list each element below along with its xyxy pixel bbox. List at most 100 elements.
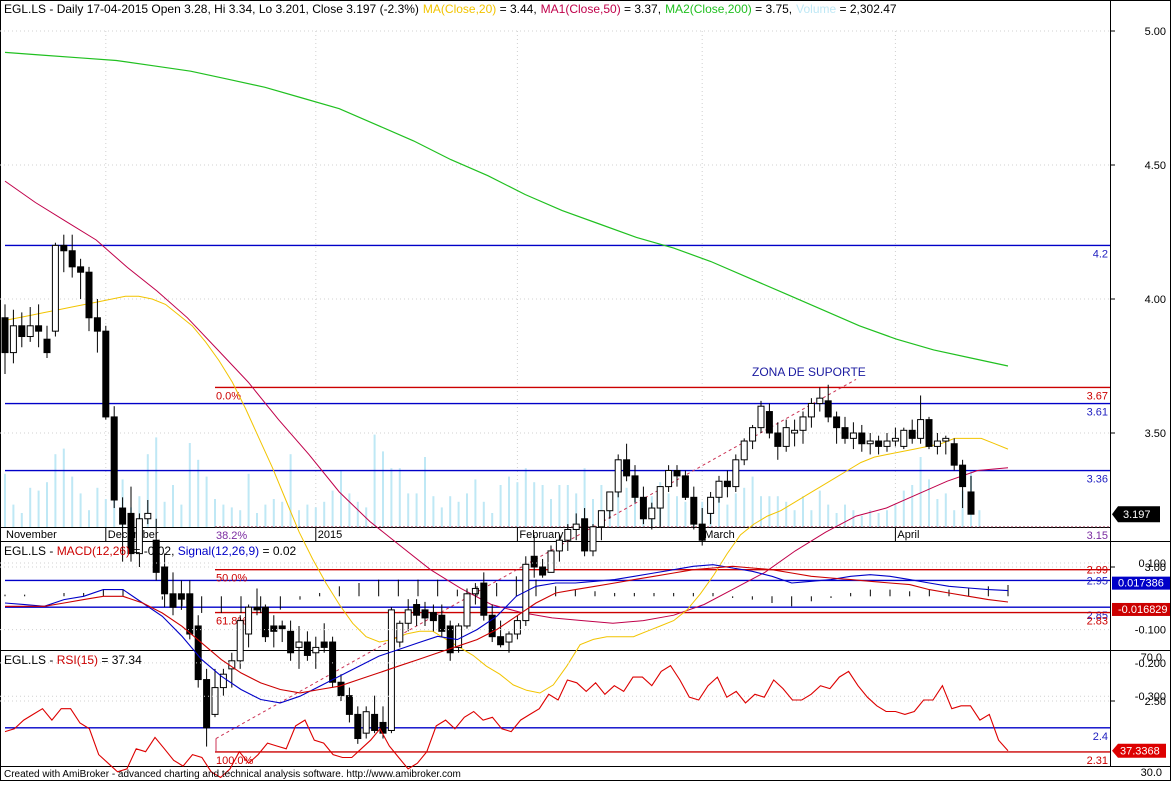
candle-body-down (413, 604, 421, 616)
candle-body-down (539, 566, 547, 576)
volume-bar (440, 507, 443, 527)
rsi-title: EGL.LS - RSI(15) = 37.34 (4, 653, 142, 667)
volume-bar (146, 454, 149, 527)
ma50-line (4, 180, 1009, 624)
candle-body-down (169, 593, 177, 608)
candle-body-up (471, 587, 479, 595)
volume-bar (172, 485, 174, 527)
candle-body-up (463, 593, 471, 627)
macd-line (4, 564, 1009, 704)
candle-body-up (51, 244, 59, 332)
candle-body-down (841, 427, 849, 439)
volume-bar (508, 476, 510, 527)
price-tick-label: 2.50 (1145, 696, 1166, 708)
volume-bar (264, 504, 267, 527)
candle-body-up (211, 687, 219, 715)
candle (236, 615, 244, 669)
candle-body-down (354, 713, 362, 740)
volume-bar (726, 504, 729, 527)
candle-body-down (68, 250, 76, 268)
volume-bar (886, 510, 888, 527)
volume-bar (877, 513, 880, 527)
candle (345, 687, 353, 723)
candle-body-down (623, 459, 631, 477)
price-tick-label: 5.00 (1145, 26, 1166, 38)
candle (942, 435, 950, 455)
candle-body-down (1, 317, 9, 354)
candle (967, 475, 975, 515)
signal-value-tag-bg (1112, 602, 1170, 616)
candle-body-up (807, 403, 815, 418)
candle (60, 234, 68, 273)
candle-body-down (581, 518, 589, 552)
candle (135, 513, 143, 567)
volume-bar (348, 493, 351, 527)
candle-body-down (329, 641, 337, 683)
volume-bar (20, 513, 23, 527)
rsi-value-tag: 37.3368 (1120, 746, 1160, 758)
macd-value-tag-bg (1112, 576, 1170, 590)
signal-value-tag: -0.016829 (1118, 604, 1168, 616)
rsi-title-rsi-label: RSI(15) (57, 653, 98, 667)
candle-body-down (833, 416, 841, 429)
candle-body-up (849, 432, 857, 439)
level-label-2.83: 2.83 (1087, 616, 1108, 628)
rsi-value-tag-bg (1112, 743, 1166, 758)
candle-body-down (875, 440, 883, 447)
title-prefix: EGL.LS - Daily 17-04-2015 Open 3.28, Hi … (4, 2, 419, 16)
candle (614, 454, 622, 498)
candle-body-up (816, 397, 824, 405)
level-label-2.4: 2.4 (1093, 731, 1108, 743)
candle (732, 454, 740, 492)
candle-body-down (858, 432, 866, 445)
candle (833, 411, 841, 444)
volume-bar (306, 504, 309, 527)
candle-body-up (236, 620, 244, 662)
candle (782, 419, 790, 452)
volume-bar (902, 490, 905, 527)
candle-body-down (345, 695, 353, 715)
volume-bar (12, 504, 15, 527)
candle-body-down (303, 641, 311, 656)
volume-bar (415, 493, 418, 527)
candle (93, 299, 101, 353)
candle-body-up (513, 620, 521, 635)
candle-body-down (908, 429, 916, 439)
volume-bar (155, 437, 158, 527)
candle (387, 607, 395, 734)
candle-body-up (656, 486, 664, 509)
candle-body-down (824, 400, 832, 418)
macd-tick-label: -0.300 (1135, 691, 1166, 703)
title-ma20-label: MA(Close,20) (423, 2, 496, 16)
candle-body-up (144, 512, 152, 520)
candle-body-down (93, 317, 101, 332)
candle-body-down (203, 679, 211, 729)
candle-body-up (135, 518, 143, 555)
candle-body-down (337, 681, 345, 697)
ma20-line (4, 295, 1009, 694)
level-label-2.99: 2.99 (1087, 565, 1108, 577)
candle-body-up (404, 609, 412, 624)
volume-bar (533, 482, 536, 527)
candle-body-down (421, 609, 429, 619)
candle-body-down (639, 496, 647, 520)
candle-body-up (606, 491, 614, 512)
volume-bar (802, 496, 804, 527)
volume-bar (398, 468, 401, 527)
candle (102, 325, 110, 420)
volume-bar (331, 490, 334, 527)
volume-bar (583, 468, 586, 527)
candle-body-down (698, 523, 706, 541)
candle (933, 433, 941, 455)
candle-body-up (9, 325, 17, 354)
candle (219, 668, 227, 696)
candle-body-down (497, 636, 505, 646)
volume-bar (390, 468, 393, 527)
candle-body-up (883, 440, 891, 447)
candle-body-up (26, 325, 34, 338)
volume-bar (818, 490, 821, 527)
candle (875, 435, 883, 455)
volume-bar (62, 448, 65, 527)
volume-bar (79, 493, 82, 527)
candle (908, 419, 916, 444)
